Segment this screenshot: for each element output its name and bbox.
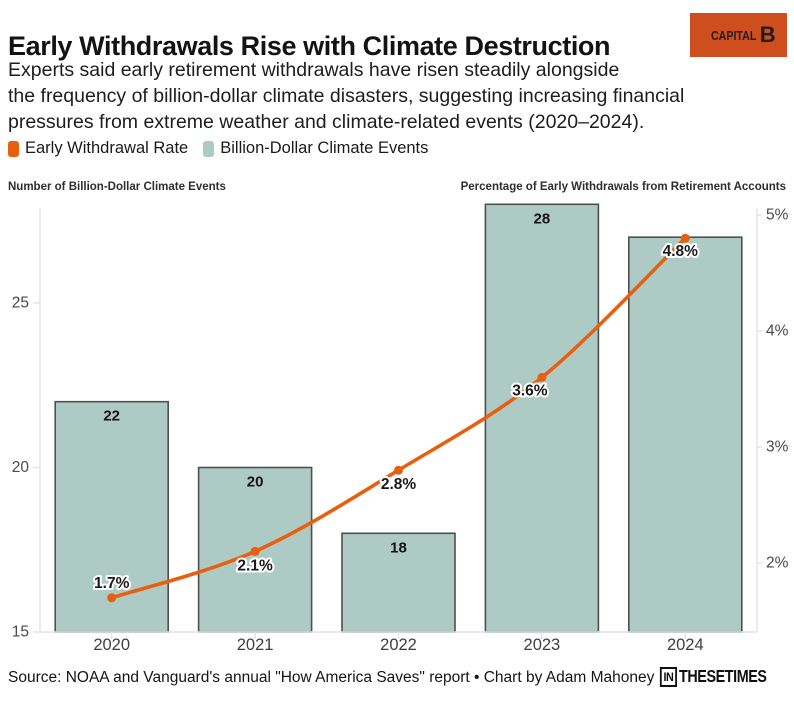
right-tick-label: 3% [766,439,789,456]
withdrawal-rate-line [109,236,688,600]
right-tick-label: 5% [766,207,789,224]
capital-b-logo-b-icon: B [759,22,776,47]
bar-value-label: 18 [390,539,407,556]
legend-item-withdrawal-rate: Early Withdrawal Rate [8,139,188,158]
left-tick-label: 15 [12,624,29,641]
bar-2022 [341,532,456,633]
chart-area: 22 20 18 28 15 20 25 2% 3% 4% 5% 2020 2021 2022 2023 20… [0,198,794,662]
line-series-group: 1.7% 2.1% 2.8% 3.6% 4.8% [92,233,700,603]
legend-swatch-sage [203,140,215,157]
x-category-label: 2020 [93,636,130,654]
in-these-times-logo-in-box: IN [660,666,678,687]
right-tick-label: 4% [766,323,789,340]
right-tick-label: 2% [766,555,789,572]
page-title: Early Withdrawals Rise with Climate Dest… [8,31,611,62]
left-tick-label: 25 [12,295,29,312]
x-category-label: 2023 [524,636,561,654]
axes-group [33,208,762,639]
x-category-label: 2024 [667,636,704,654]
legend-item-climate-events: Billion-Dollar Climate Events [203,139,428,158]
in-these-times-logo-wordmark: THESETIMES [679,666,767,686]
legend-label: Billion-Dollar Climate Events [220,139,429,157]
line-point-2023 [537,372,547,382]
line-point-2020 [107,593,117,603]
line-value-label: 2.1% [237,557,273,574]
bar-2024 [627,236,743,633]
subtitle-line-3: pressures from extreme weather and clima… [8,111,645,133]
bar-2023 [484,203,600,633]
line-point-2024 [680,233,690,243]
axis-titles-row: Number of Billion-Dollar Climate Events … [8,181,786,193]
in-these-times-logo: IN THESETIMES [658,666,786,687]
line-value-label: 3.6% [512,382,548,399]
chart-subtitle: Experts said early retirement withdrawal… [8,57,684,135]
capital-b-logo-word: CAPITAL [711,27,757,43]
left-axis-title: Number of Billion-Dollar Climate Events [8,181,226,193]
bars-group: 22 20 18 28 [54,203,743,633]
source-credit: Source: NOAA and Vanguard's annual "How … [8,669,655,686]
subtitle-line-1: Experts said early retirement withdrawal… [8,59,620,81]
legend-swatch-orange [8,140,19,157]
subtitle-line-2: the frequency of billion-dollar climate … [8,85,685,107]
right-axis-title: Percentage of Early Withdrawals from Ret… [460,181,786,193]
legend-label: Early Withdrawal Rate [25,139,189,157]
bar-value-label: 20 [247,474,264,491]
bar-value-label: 22 [103,408,120,425]
left-tick-label: 20 [12,459,30,476]
capital-b-logo: CAPITAL B [690,13,787,57]
x-category-label: 2021 [237,636,274,654]
chart-legend: Early Withdrawal Rate Billion-Dollar Cli… [8,139,428,158]
line-value-label: 1.7% [94,575,130,592]
line-point-2022 [394,465,403,475]
line-point-2021 [250,546,260,556]
line-value-label: 2.8% [381,476,417,493]
bar-value-label: 28 [534,210,551,227]
combo-chart: 22 20 18 28 15 20 25 2% 3% 4% 5% 2020 2021 2022 2023 20… [12,203,789,655]
line-value-label: 4.8% [663,243,699,260]
x-category-label: 2022 [380,636,417,654]
